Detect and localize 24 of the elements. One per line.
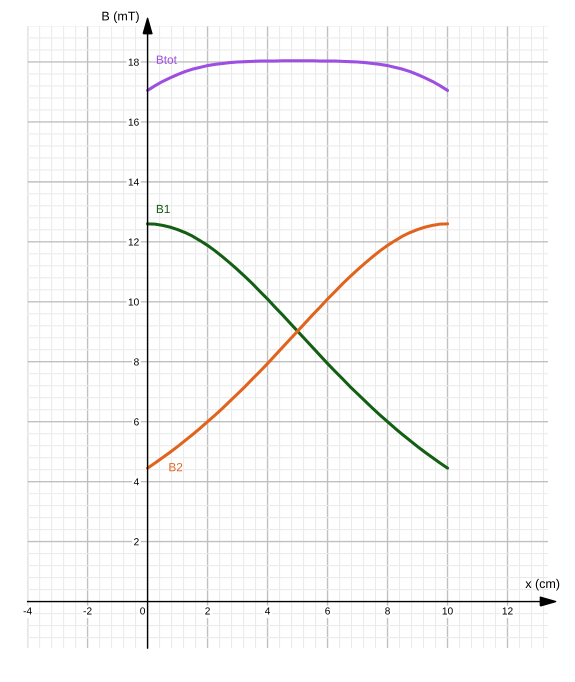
x-tick-label: -4 bbox=[24, 607, 32, 614]
y-tick-label: 12 bbox=[128, 238, 139, 246]
y-tick-label: 2 bbox=[134, 538, 139, 546]
x-tick-label: -2 bbox=[84, 607, 92, 614]
y-tick-label: 6 bbox=[134, 418, 139, 426]
y-tick-label: 8 bbox=[134, 358, 139, 366]
series-label: B1 bbox=[156, 204, 170, 214]
x-tick-label: 6 bbox=[325, 607, 330, 615]
series-label: B2 bbox=[169, 462, 182, 472]
y-tick-label: 14 bbox=[128, 178, 139, 186]
y-tick-label: 10 bbox=[128, 298, 139, 306]
y-tick-label: 4 bbox=[134, 478, 139, 486]
x-tick-label: 0 bbox=[140, 607, 145, 615]
x-tick-label: 8 bbox=[385, 607, 390, 615]
x-tick-label: 12 bbox=[502, 607, 513, 614]
y-axis-title: B (mT) bbox=[102, 11, 139, 23]
x-tick-label: 4 bbox=[264, 607, 270, 614]
x-tick-label: 10 bbox=[442, 607, 453, 615]
series-label: Btot bbox=[156, 56, 177, 64]
line-series bbox=[146, 222, 450, 470]
y-tick-label: 18 bbox=[128, 58, 139, 66]
x-tick-label: 2 bbox=[205, 607, 210, 614]
y-tick-label: 16 bbox=[128, 118, 139, 126]
x-axis-title: x (cm) bbox=[525, 578, 560, 591]
